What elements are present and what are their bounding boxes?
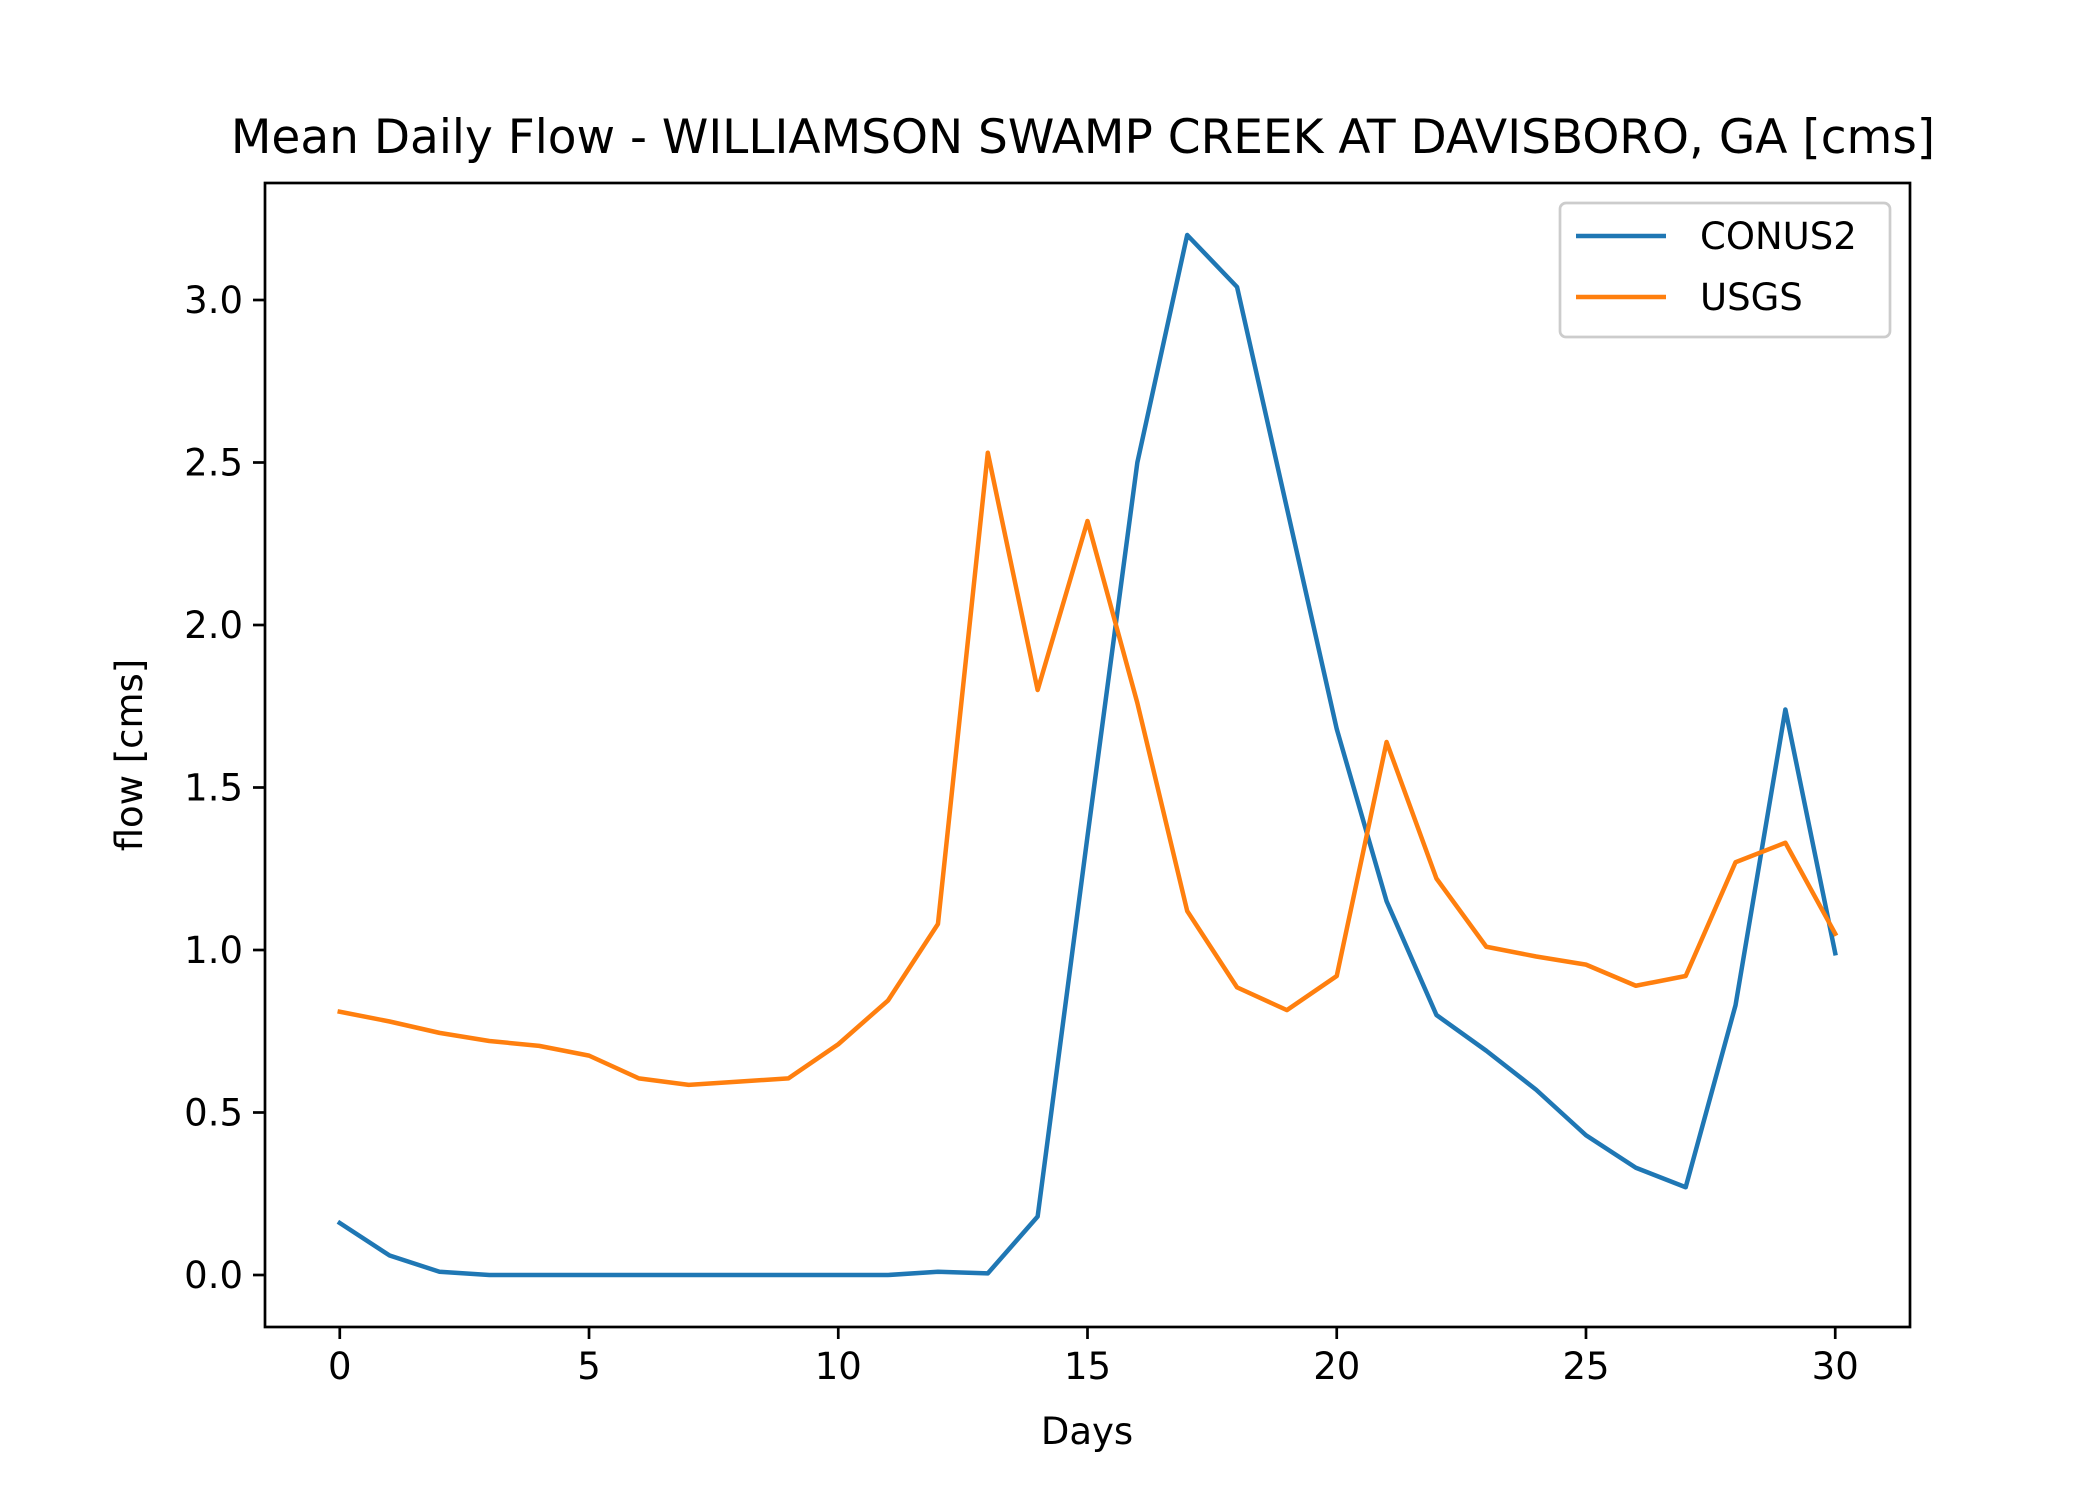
axes-frame: [263, 181, 1912, 1329]
y-tick-label: 2.5: [184, 442, 243, 485]
series-layer: [336, 232, 1839, 1278]
x-tick-label: 5: [577, 1345, 601, 1388]
y-tick-label: 1.5: [184, 767, 243, 810]
y-axis-label: flow [cms]: [108, 659, 151, 852]
legend-items: CONUS2 USGS: [1576, 215, 1857, 319]
series-line-conus2: [336, 232, 1838, 1278]
legend-label-conus2: CONUS2: [1700, 215, 1857, 258]
x-axis-ticks: 0 5 10 15 20 25 30: [328, 1327, 1859, 1388]
legend: CONUS2 USGS: [1558, 201, 1892, 339]
x-tick-label: 15: [1064, 1345, 1111, 1388]
y-tick-label: 1.0: [184, 929, 243, 972]
x-tick-label: 0: [328, 1345, 352, 1388]
x-axis-label: Days: [1041, 1410, 1133, 1453]
legend-label-usgs: USGS: [1700, 276, 1803, 319]
y-tick-label: 3.0: [184, 279, 243, 322]
x-tick-label: 25: [1562, 1345, 1609, 1388]
chart-title: Mean Daily Flow - WILLIAMSON SWAMP CREEK…: [231, 110, 1935, 165]
plot-area: 0 5 10 15 20 25 30 0.0 0.5 1.0 1.5 2.0 2.5 3.0: [184, 181, 1912, 1388]
series-line-usgs: [337, 450, 1839, 1088]
y-tick-label: 2.0: [184, 604, 243, 647]
x-tick-label: 20: [1313, 1345, 1360, 1388]
x-tick-label: 10: [815, 1345, 862, 1388]
y-tick-label: 0.5: [184, 1092, 243, 1135]
y-tick-label: 0.0: [184, 1254, 243, 1297]
y-axis-ticks: 0.0 0.5 1.0 1.5 2.0 2.5 3.0: [184, 279, 265, 1297]
x-tick-label: 30: [1812, 1345, 1859, 1388]
